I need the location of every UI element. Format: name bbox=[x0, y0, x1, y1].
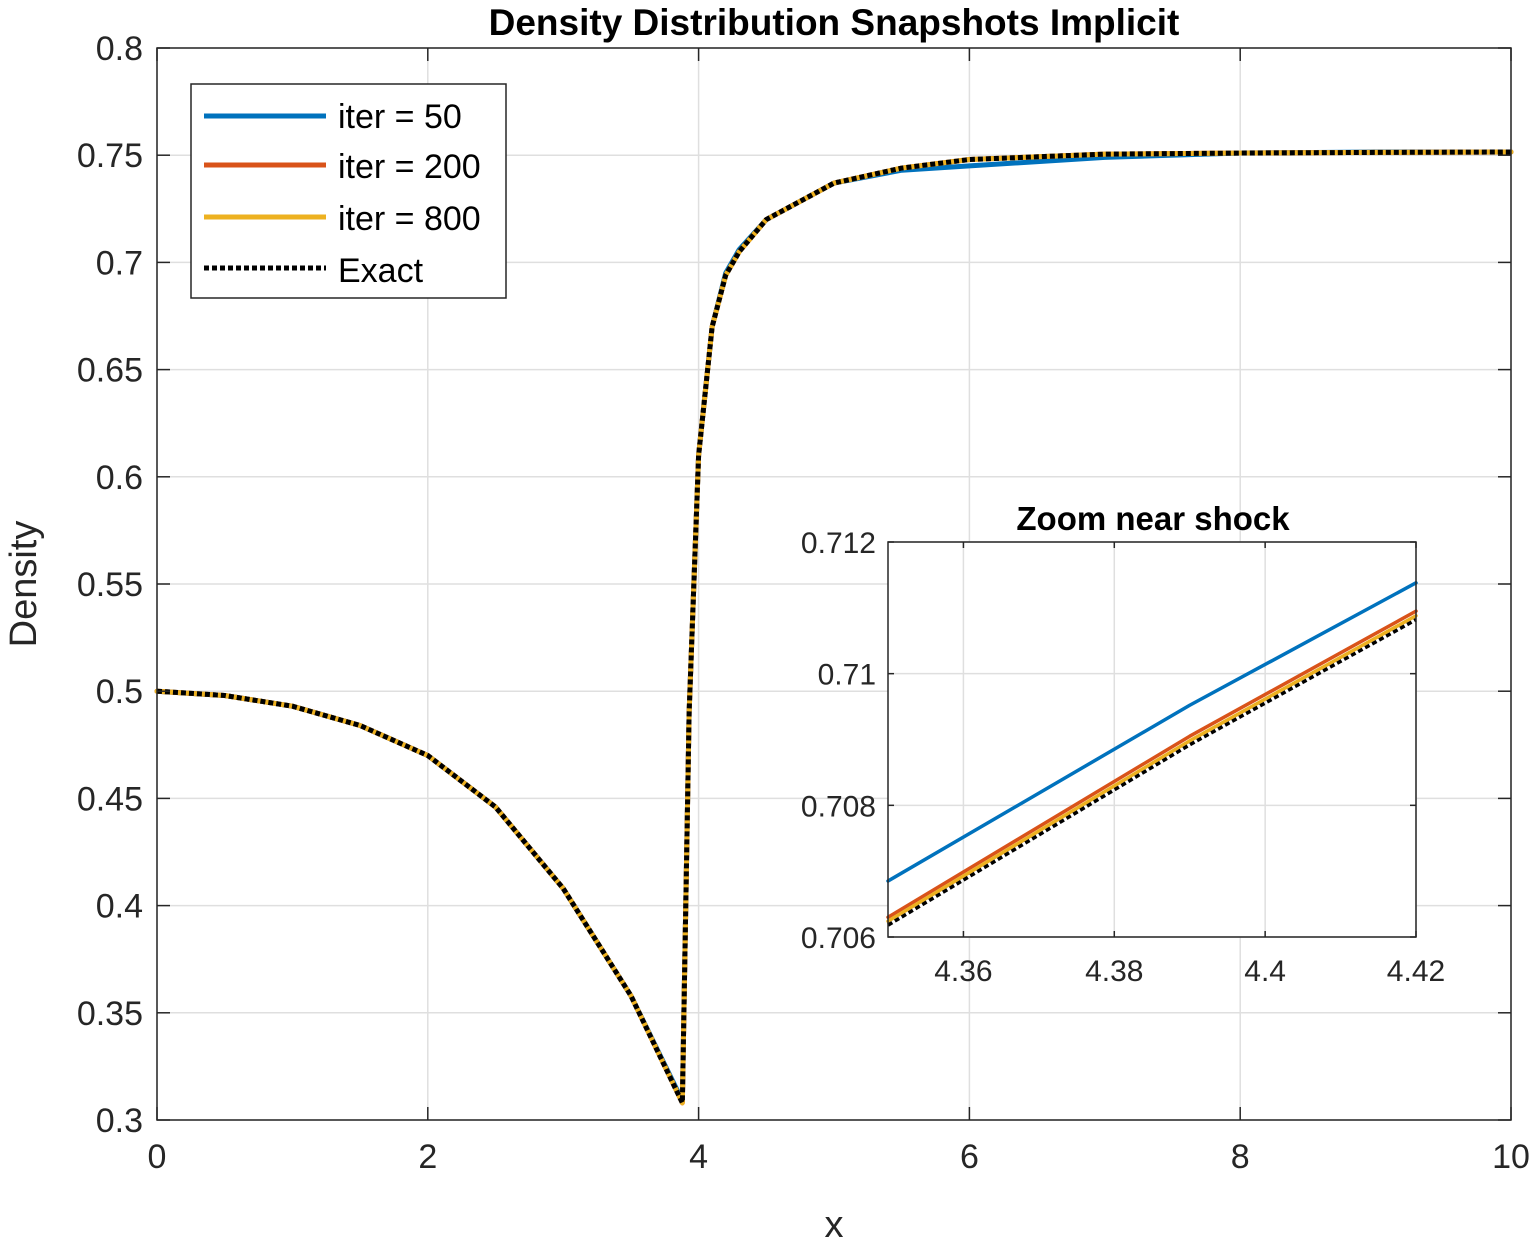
main-y-tick-label: 0.4 bbox=[96, 888, 143, 926]
main-y-tick-label: 0.65 bbox=[77, 352, 143, 390]
inset-axes-box bbox=[887, 541, 1417, 938]
main-y-tick-label: 0.3 bbox=[96, 1102, 143, 1140]
inset-series-exact bbox=[887, 618, 1417, 927]
main-y-tick-label: 0.7 bbox=[96, 244, 143, 282]
main-x-tick-label: 0 bbox=[148, 1138, 167, 1176]
inset-ticks: 4.36 4.38 4.4 4.42 0.706 0.708 0.71 0.712 bbox=[801, 527, 1445, 988]
inset-y-tick-label: 0.712 bbox=[801, 527, 876, 560]
main-title: Density Distribution Snapshots Implicit bbox=[489, 2, 1180, 43]
inset-x-tick-label: 4.42 bbox=[1387, 955, 1445, 988]
main-x-tick-label: 4 bbox=[689, 1138, 708, 1176]
legend-label-iter-800: iter = 800 bbox=[338, 200, 481, 238]
inset-x-tick-label: 4.4 bbox=[1244, 955, 1286, 988]
main-y-tick-label: 0.8 bbox=[96, 30, 143, 68]
inset-title: Zoom near shock bbox=[1016, 500, 1290, 537]
main-series-exact bbox=[156, 149, 1512, 1106]
main-x-tick-label: 6 bbox=[960, 1138, 979, 1176]
inset-plot-area bbox=[888, 542, 1416, 937]
inset-series-iter-800 bbox=[886, 613, 1418, 923]
legend-label-iter-200: iter = 200 bbox=[338, 148, 481, 186]
inset-x-tick-label: 4.38 bbox=[1085, 955, 1143, 988]
main-x-tick-label: 10 bbox=[1492, 1138, 1530, 1176]
legend-label-iter-50: iter = 50 bbox=[338, 98, 462, 136]
main-series-layer bbox=[154, 149, 1514, 1106]
main-x-tick-label: 2 bbox=[418, 1138, 437, 1176]
inset-y-tick-label: 0.708 bbox=[801, 790, 876, 823]
main-y-tick-label: 0.6 bbox=[96, 459, 143, 497]
legend-label-exact: Exact bbox=[338, 252, 424, 290]
main-y-tick-label: 0.35 bbox=[77, 995, 143, 1033]
legend-box bbox=[190, 83, 507, 299]
main-y-tick-label: 0.45 bbox=[77, 780, 143, 818]
inset-y-tick-label: 0.706 bbox=[801, 922, 876, 955]
main-y-tick-label: 0.55 bbox=[77, 566, 143, 604]
main-y-tick-label: 0.5 bbox=[96, 673, 143, 711]
inset-axes: 4.36 4.38 4.4 4.42 0.706 0.708 0.71 0.712 Zoom … bbox=[801, 500, 1445, 988]
inset-series-iter-50 bbox=[886, 581, 1418, 883]
inset-x-tick-label: 4.36 bbox=[934, 955, 992, 988]
inset-series-layer bbox=[886, 581, 1418, 927]
main-x-axis-label: x bbox=[825, 1204, 844, 1243]
main-y-axis-label: Density bbox=[3, 521, 45, 648]
legend: iter = 50 iter = 200 iter = 800 Exact bbox=[190, 83, 507, 299]
main-ticks: 0 2 4 6 8 10 0.3 0.35 0.4 0.45 0.5 0.55 0.6 0.65 0.7 0.… bbox=[77, 30, 1530, 1176]
inset-y-tick-label: 0.71 bbox=[818, 659, 876, 692]
main-y-tick-label: 0.75 bbox=[77, 137, 143, 175]
main-x-tick-label: 8 bbox=[1231, 1138, 1250, 1176]
inset-series-iter-200 bbox=[886, 609, 1418, 919]
